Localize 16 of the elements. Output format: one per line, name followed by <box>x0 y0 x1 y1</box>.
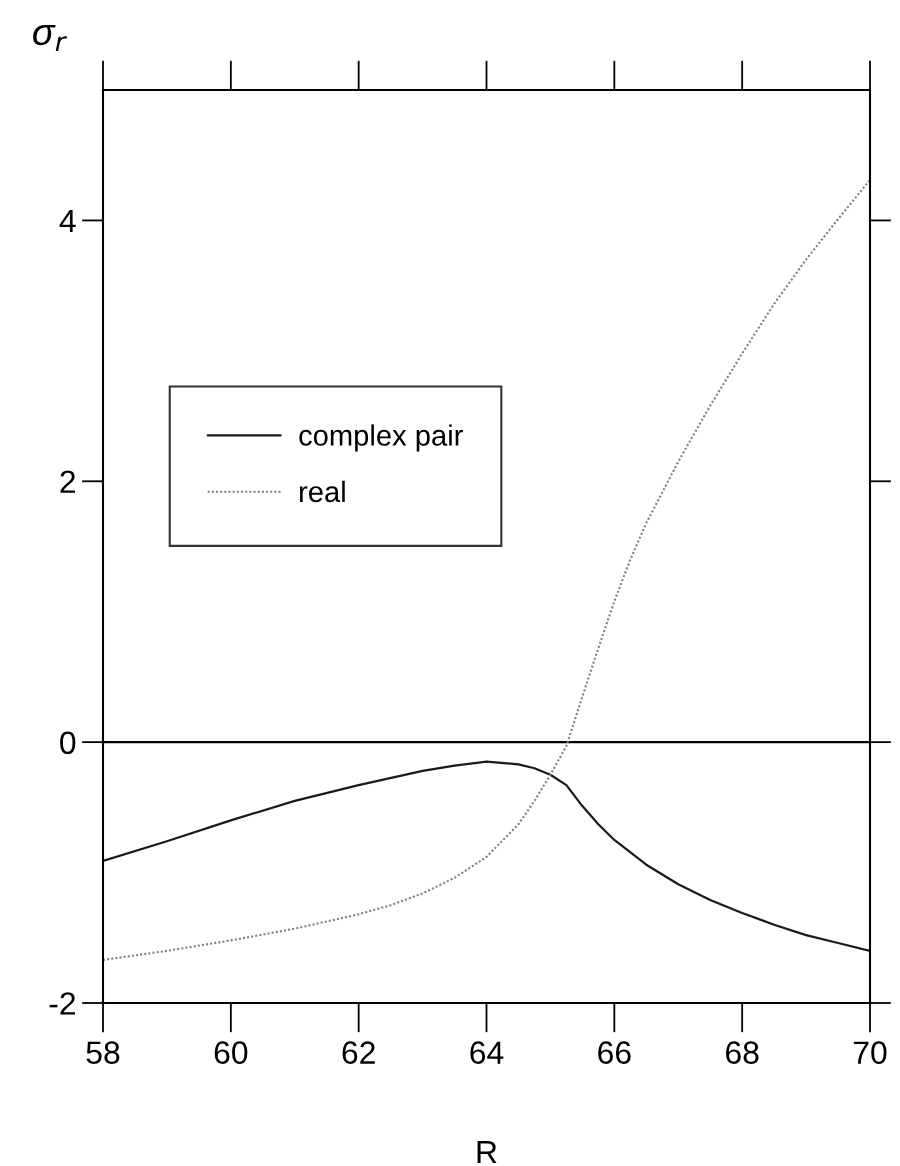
x-tick-label: 66 <box>598 1041 631 1064</box>
y-tick-label: 4 <box>59 210 76 232</box>
x-tick-label: 64 <box>470 1041 504 1064</box>
y-axis-title: σ$_{r}$ <box>33 25 67 52</box>
legend-label: real <box>300 480 345 503</box>
y-tick-label: -2 <box>49 992 76 1015</box>
y-tick-label: 2 <box>60 470 76 493</box>
x-tick-label: 62 <box>342 1041 375 1064</box>
legend-label: complex pair <box>299 424 463 452</box>
x-tick-label: 58 <box>86 1041 120 1064</box>
x-tick-label: 70 <box>853 1041 887 1064</box>
x-axis-title: R <box>477 1141 497 1164</box>
x-tick-label: 60 <box>214 1041 248 1064</box>
x-tick-label: 68 <box>726 1041 759 1064</box>
y-tick-label: 0 <box>60 731 76 755</box>
line-series <box>103 760 870 952</box>
